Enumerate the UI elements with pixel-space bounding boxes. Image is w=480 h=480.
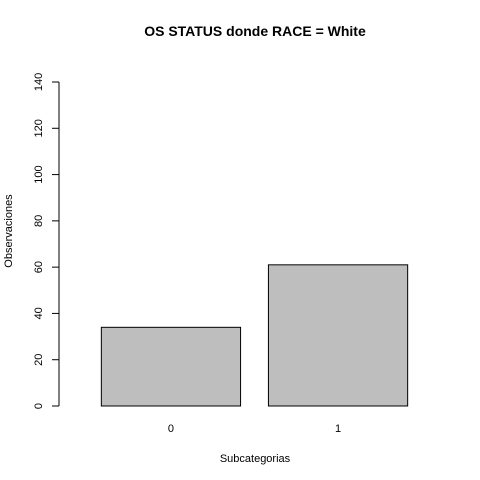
- y-tick-label: 120: [33, 119, 45, 137]
- y-tick-label: 0: [33, 403, 45, 409]
- y-tick-label: 60: [33, 261, 45, 273]
- chart-title: OS STATUS donde RACE = White: [144, 23, 366, 39]
- y-axis-label: Observaciones: [3, 194, 15, 268]
- y-tick-label: 40: [33, 307, 45, 319]
- x-axis-label: Subcategorias: [220, 453, 291, 465]
- y-tick-label: 80: [33, 215, 45, 227]
- x-tick-label: 0: [168, 423, 174, 435]
- y-axis: 0 20 40 60 80 100 120 140: [33, 73, 60, 409]
- y-tick-label: 140: [33, 73, 45, 91]
- y-tick-label: 100: [33, 165, 45, 183]
- y-tick-label: 20: [33, 354, 45, 366]
- x-tick-label: 1: [335, 423, 341, 435]
- bars: [100, 264, 409, 407]
- bar-1: [267, 264, 409, 407]
- bar-0: [100, 326, 242, 407]
